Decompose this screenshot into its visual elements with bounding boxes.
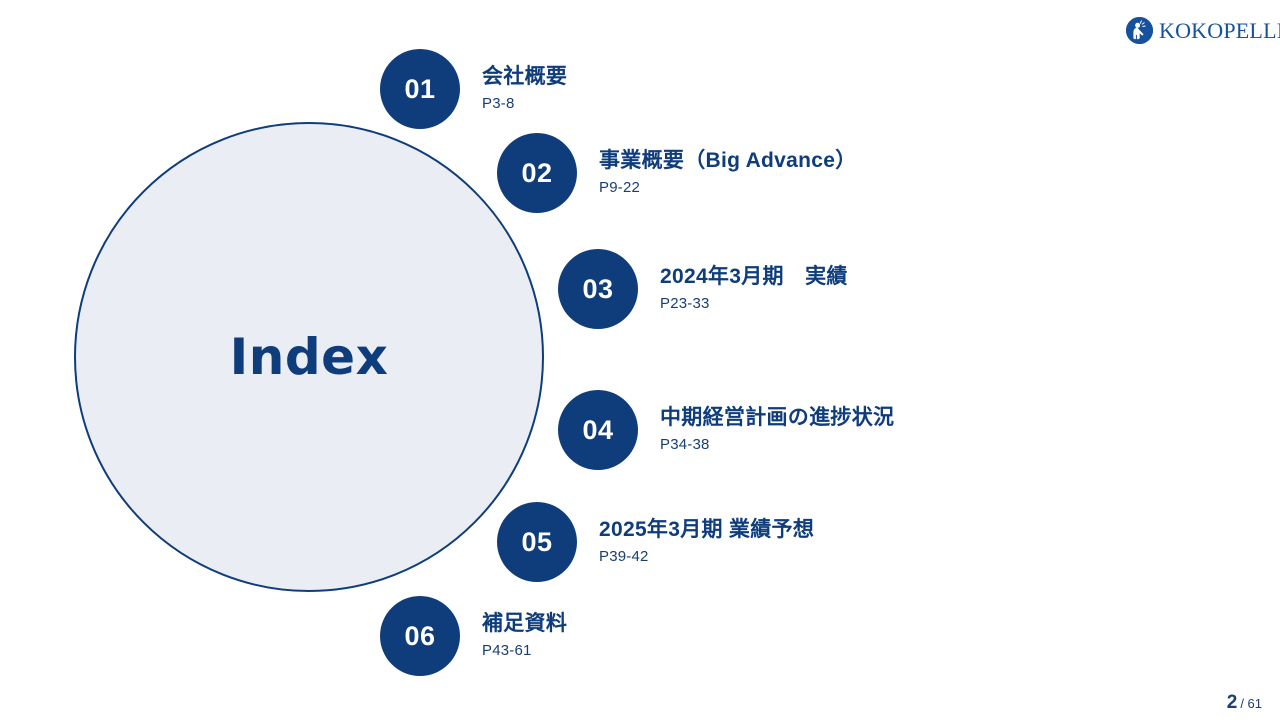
index-item-title: 会社概要 [482, 65, 568, 89]
index-item-01[interactable]: 01 会社概要 P3-8 [380, 49, 567, 129]
brand-logo: KOKOPELLI [1126, 17, 1280, 44]
index-item-pages: P43-61 [482, 642, 532, 660]
index-title: Index [229, 328, 389, 386]
index-number-badge: 01 [380, 49, 460, 129]
index-item-title: 補足資料 [482, 612, 568, 636]
page-number-total: / 61 [1240, 696, 1262, 711]
index-number-badge: 04 [558, 390, 638, 470]
index-item-06[interactable]: 06 補足資料 P43-61 [380, 596, 567, 676]
index-item-pages: P34-38 [660, 436, 710, 454]
index-number-badge: 03 [558, 249, 638, 329]
kokopelli-figure-icon [1126, 17, 1153, 44]
index-item-text: 2025年3月期 業績予想 P39-42 [599, 517, 814, 567]
index-item-pages: P23-33 [660, 295, 710, 313]
index-number-badge: 06 [380, 596, 460, 676]
index-item-05[interactable]: 05 2025年3月期 業績予想 P39-42 [497, 502, 814, 582]
index-item-text: 会社概要 P3-8 [482, 64, 567, 114]
index-item-text: 2024年3月期 実績 P23-33 [660, 264, 848, 314]
index-item-04[interactable]: 04 中期経営計画の進捗状況 P34-38 [558, 390, 894, 470]
index-item-title: 中期経営計画の進捗状況 [660, 406, 895, 430]
index-item-pages: P3-8 [482, 95, 515, 113]
index-item-text: 事業概要（Big Advance） P9-22 [599, 148, 857, 198]
index-item-02[interactable]: 02 事業概要（Big Advance） P9-22 [497, 133, 857, 213]
index-item-title: 事業概要（Big Advance） [599, 149, 857, 173]
index-item-pages: P9-22 [599, 179, 641, 197]
index-number-badge: 02 [497, 133, 577, 213]
brand-name: KOKOPELLI [1159, 17, 1280, 43]
index-item-text: 補足資料 P43-61 [482, 611, 567, 661]
index-item-title: 2024年3月期 実績 [660, 265, 848, 289]
page-number-current: 2 [1226, 692, 1238, 713]
index-item-pages: P39-42 [599, 548, 649, 566]
index-item-title: 2025年3月期 業績予想 [599, 518, 815, 542]
index-item-text: 中期経営計画の進捗状況 P34-38 [660, 405, 894, 455]
index-circle: Index [74, 122, 544, 592]
page-number: 2 / 61 [1227, 693, 1262, 712]
index-item-03[interactable]: 03 2024年3月期 実績 P23-33 [558, 249, 848, 329]
index-number-badge: 05 [497, 502, 577, 582]
